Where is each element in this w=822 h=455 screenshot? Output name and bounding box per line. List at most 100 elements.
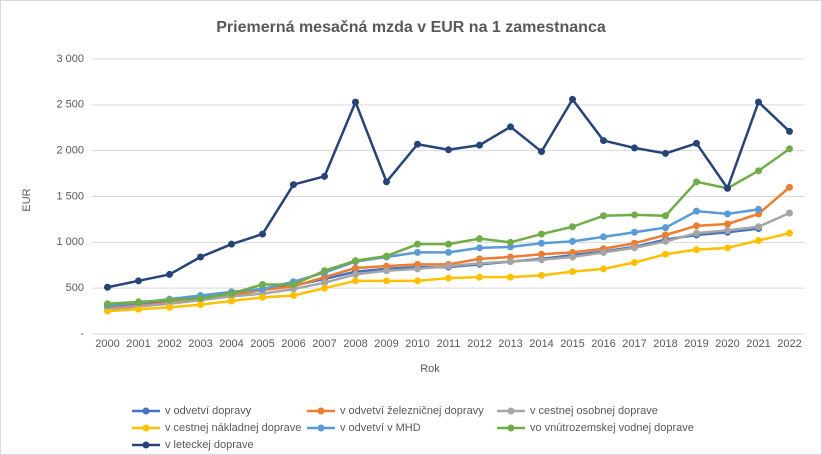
y-tick-label: 2 000: [56, 145, 84, 157]
point: [631, 211, 638, 219]
point: [538, 148, 545, 156]
point: [352, 264, 359, 272]
point: [383, 277, 390, 285]
point: [724, 184, 731, 192]
x-tick-label: 2002: [157, 338, 181, 350]
point: [414, 277, 421, 285]
point: [569, 237, 576, 245]
legend-label: v cestnej osobnej doprave: [530, 405, 658, 417]
point: [104, 307, 111, 315]
point: [662, 231, 669, 239]
x-tick-label: 2015: [560, 338, 584, 350]
point: [507, 258, 514, 266]
point: [445, 248, 452, 256]
point: [538, 256, 545, 264]
x-tick-label: 2005: [250, 338, 274, 350]
point: [631, 228, 638, 236]
legend-label: v cestnej nákladnej doprave: [165, 422, 301, 434]
point: [600, 248, 607, 256]
x-tick-label: 2014: [529, 338, 553, 350]
point: [352, 257, 359, 265]
legend-marker: [507, 424, 515, 432]
legend-label: vo vnútrozemskej vodnej doprave: [530, 422, 694, 434]
point: [569, 268, 576, 276]
point: [135, 277, 142, 285]
point: [414, 248, 421, 256]
y-tick-label: 1 500: [56, 190, 84, 202]
x-tick-label: 2013: [498, 338, 522, 350]
point: [476, 235, 483, 243]
point: [755, 167, 762, 175]
point: [445, 146, 452, 154]
point: [476, 141, 483, 149]
point: [507, 273, 514, 281]
point: [476, 259, 483, 267]
point: [786, 145, 793, 153]
point: [259, 281, 266, 288]
point: [166, 270, 173, 278]
point: [693, 207, 700, 215]
point: [445, 274, 452, 282]
legend-label: v odvetví železničnej dopravy: [340, 405, 484, 417]
point: [600, 265, 607, 273]
point: [786, 183, 793, 191]
point: [290, 281, 297, 288]
point: [631, 244, 638, 252]
point: [352, 270, 359, 278]
point: [786, 229, 793, 237]
point: [600, 137, 607, 145]
point: [228, 240, 235, 248]
point: [693, 178, 700, 186]
point: [135, 305, 142, 313]
x-tick-label: 2009: [374, 338, 398, 350]
point: [290, 181, 297, 189]
point: [507, 123, 514, 131]
x-axis-label: Rok: [420, 363, 440, 375]
x-tick-label: 2017: [622, 338, 646, 350]
point: [786, 127, 793, 135]
point: [755, 223, 762, 231]
x-tick-label: 2008: [343, 338, 367, 350]
legend-marker: [317, 424, 325, 432]
point: [104, 283, 111, 291]
point: [414, 240, 421, 248]
point: [383, 178, 390, 186]
point: [259, 230, 266, 238]
x-tick-label: 2022: [777, 338, 801, 350]
legend-marker: [142, 441, 150, 449]
x-tick-label: 2019: [684, 338, 708, 350]
point: [600, 233, 607, 241]
point: [104, 300, 111, 308]
point: [228, 290, 235, 298]
point: [166, 296, 173, 304]
point: [321, 284, 328, 292]
legend-marker: [507, 407, 515, 415]
legend-label: v odvetví dopravy: [165, 405, 252, 417]
point: [662, 250, 669, 258]
chart-title: Priemerná mesačná mzda v EUR na 1 zamest…: [216, 19, 606, 36]
point: [724, 244, 731, 252]
x-tick-label: 2011: [437, 338, 461, 350]
x-tick-label: 2016: [591, 338, 615, 350]
y-tick-label: 2 500: [56, 99, 84, 111]
point: [228, 297, 235, 305]
x-tick-label: 2000: [95, 338, 119, 350]
point: [445, 262, 452, 270]
point: [352, 277, 359, 285]
point: [569, 223, 576, 231]
point: [383, 252, 390, 260]
point: [321, 267, 328, 275]
point: [197, 294, 204, 302]
point: [569, 253, 576, 261]
y-tick-label: 3 000: [56, 53, 84, 65]
point: [786, 209, 793, 217]
point: [476, 244, 483, 252]
x-tick-label: 2006: [281, 338, 305, 350]
point: [321, 279, 328, 287]
point: [197, 253, 204, 261]
point: [755, 237, 762, 244]
y-axis-label: EUR: [21, 188, 33, 211]
point: [538, 271, 545, 279]
y-tick-label: -: [80, 328, 84, 340]
